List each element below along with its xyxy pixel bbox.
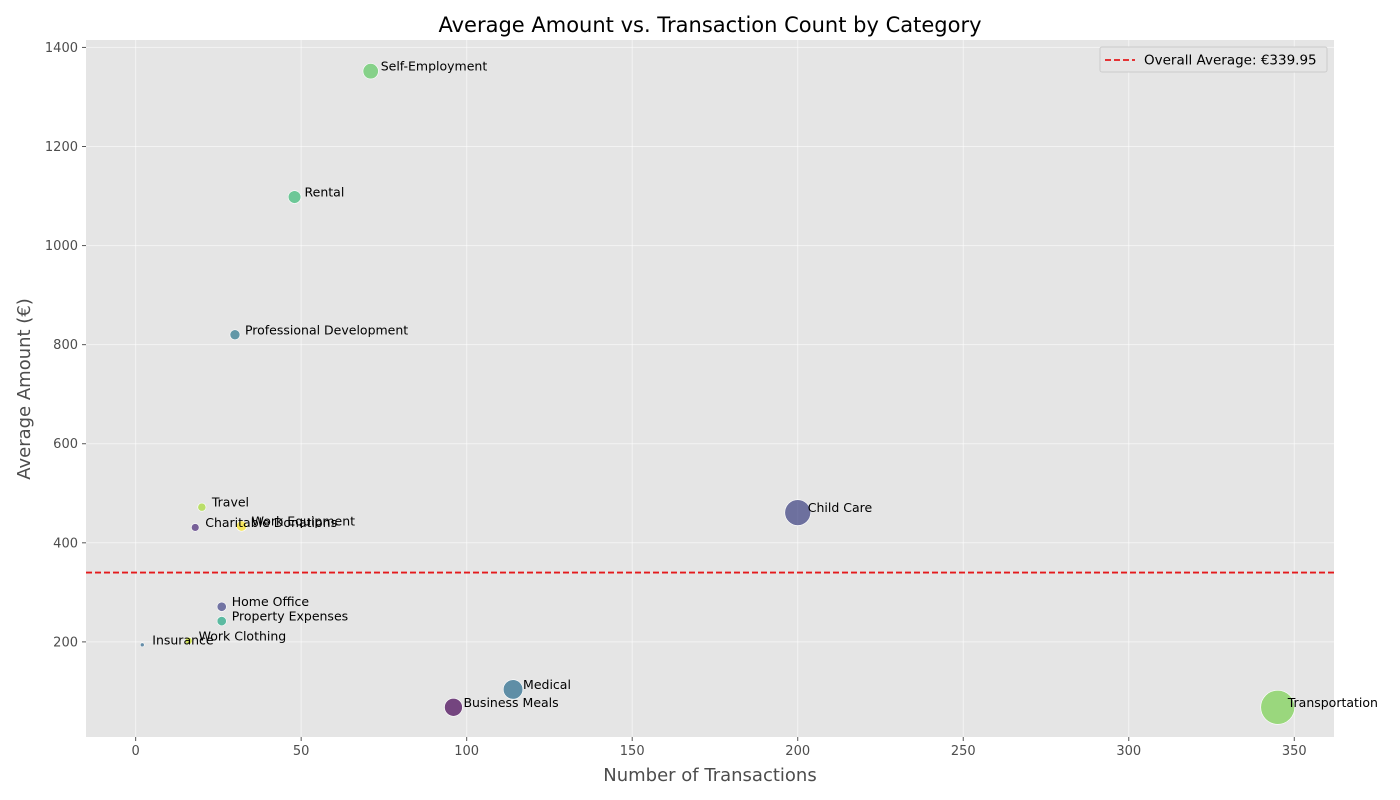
data-point (216, 616, 227, 627)
point-label: Professional Development (245, 322, 408, 337)
y-tick-label: 1000 (45, 239, 78, 254)
x-tick-label: 200 (785, 744, 810, 759)
x-tick-label: 50 (293, 744, 310, 759)
data-point (444, 698, 463, 717)
point-label: Property Expenses (232, 609, 348, 624)
y-tick-label: 200 (53, 635, 78, 650)
data-point (1260, 689, 1296, 725)
y-tick-label: 1200 (45, 140, 78, 155)
point-label: Child Care (808, 500, 873, 515)
x-axis-title: Number of Transactions (603, 765, 816, 786)
x-tick-label: 350 (1282, 744, 1307, 759)
x-tick-label: 150 (620, 744, 645, 759)
y-axis-ticks: 200 400 600 800 1000 1200 1400 (45, 41, 86, 650)
y-tick-label: 800 (53, 338, 78, 353)
legend-label: Overall Average: €339.95 (1144, 53, 1317, 69)
x-tick-label: 100 (454, 744, 479, 759)
x-axis-ticks: 0 50 100 150 200 250 300 350 (132, 737, 1307, 759)
data-point (236, 520, 248, 532)
point-label: Charitable Donations (205, 515, 337, 530)
data-point (197, 502, 207, 512)
point-label: Work Equipment (252, 513, 356, 528)
x-tick-label: 0 (132, 744, 140, 759)
y-axis-title: Average Amount (€) (14, 298, 35, 480)
x-tick-label: 300 (1116, 744, 1141, 759)
x-tick-label: 250 (951, 744, 976, 759)
data-point (229, 329, 241, 341)
y-tick-label: 1400 (45, 41, 78, 56)
point-label: Home Office (232, 594, 310, 609)
point-labels: Self-Employment Rental Professional Develo… (152, 59, 1378, 710)
data-point (139, 642, 145, 648)
data-point (191, 523, 200, 532)
data-points (139, 63, 1296, 725)
y-tick-label: 400 (53, 536, 78, 551)
grid-lines (86, 40, 1334, 737)
y-tick-label: 600 (53, 437, 78, 452)
point-label: Insurance (152, 632, 214, 647)
point-label: Rental (305, 185, 345, 200)
data-point (216, 601, 227, 612)
point-label: Work Clothing (199, 628, 287, 643)
data-point (362, 63, 379, 80)
plot-area (86, 40, 1334, 737)
data-point (784, 499, 811, 526)
data-point (502, 679, 524, 700)
legend: Overall Average: €339.95 (1099, 46, 1328, 73)
point-label: Self-Employment (381, 59, 488, 74)
point-label: Business Meals (463, 695, 558, 710)
data-point (287, 190, 302, 204)
point-label: Medical (523, 677, 571, 692)
chart-title: Average Amount vs. Transaction Count by … (438, 13, 981, 37)
point-label: Travel (211, 495, 249, 510)
point-label: Transportation (1287, 695, 1378, 710)
legend-box (1099, 46, 1328, 73)
data-point (184, 636, 193, 645)
